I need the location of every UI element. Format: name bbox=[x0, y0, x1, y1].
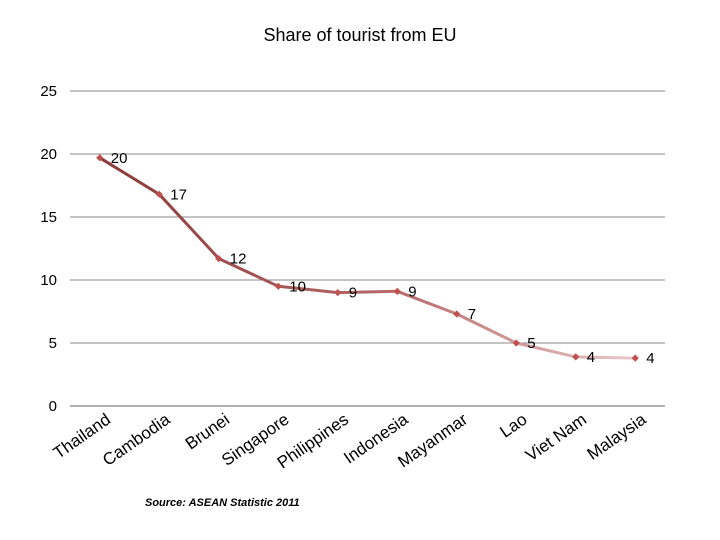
chart-title: Share of tourist from EU bbox=[263, 25, 456, 45]
data-point-marker bbox=[572, 353, 580, 361]
data-label: 7 bbox=[468, 306, 476, 323]
data-label: 9 bbox=[349, 285, 357, 302]
source-note: Source: ASEAN Statistic 2011 bbox=[145, 497, 300, 509]
y-tick-label: 10 bbox=[40, 272, 57, 289]
x-tick-label: Cambodia bbox=[99, 409, 174, 469]
data-point-marker bbox=[155, 190, 163, 198]
data-label: 4 bbox=[646, 350, 654, 367]
data-label: 5 bbox=[527, 335, 535, 352]
data-label: 12 bbox=[230, 251, 247, 268]
data-point-marker bbox=[393, 287, 401, 295]
data-point-marker bbox=[334, 289, 342, 297]
series-line-group bbox=[96, 154, 639, 362]
series-line bbox=[98, 156, 637, 360]
data-point-marker bbox=[215, 254, 223, 263]
gridlines bbox=[70, 90, 665, 407]
data-point-marker bbox=[96, 154, 104, 162]
y-tick-label: 0 bbox=[49, 398, 57, 415]
y-tick-label: 5 bbox=[49, 335, 57, 352]
data-label: 17 bbox=[170, 186, 187, 203]
x-tick-label: Malaysia bbox=[584, 409, 650, 463]
y-tick-label: 25 bbox=[40, 83, 57, 100]
x-tick-label: Viet Nam bbox=[522, 410, 590, 465]
data-labels: 20 17 12 10 9 9 7 5 4 4 bbox=[111, 150, 655, 367]
x-tick-label: Lao bbox=[496, 410, 530, 442]
data-label: 10 bbox=[289, 278, 306, 295]
data-point-marker bbox=[453, 310, 461, 318]
y-tick-label: 15 bbox=[40, 209, 57, 226]
data-label: 20 bbox=[111, 150, 128, 167]
data-label: 4 bbox=[587, 349, 595, 366]
data-point-marker bbox=[274, 282, 282, 290]
data-point-marker bbox=[631, 354, 639, 362]
x-tick-label: Brunei bbox=[182, 410, 233, 454]
data-label: 9 bbox=[408, 283, 416, 300]
data-point-marker bbox=[512, 339, 520, 347]
y-axis-ticks: 0 5 10 15 20 25 bbox=[40, 83, 57, 415]
y-tick-label: 20 bbox=[40, 146, 57, 163]
